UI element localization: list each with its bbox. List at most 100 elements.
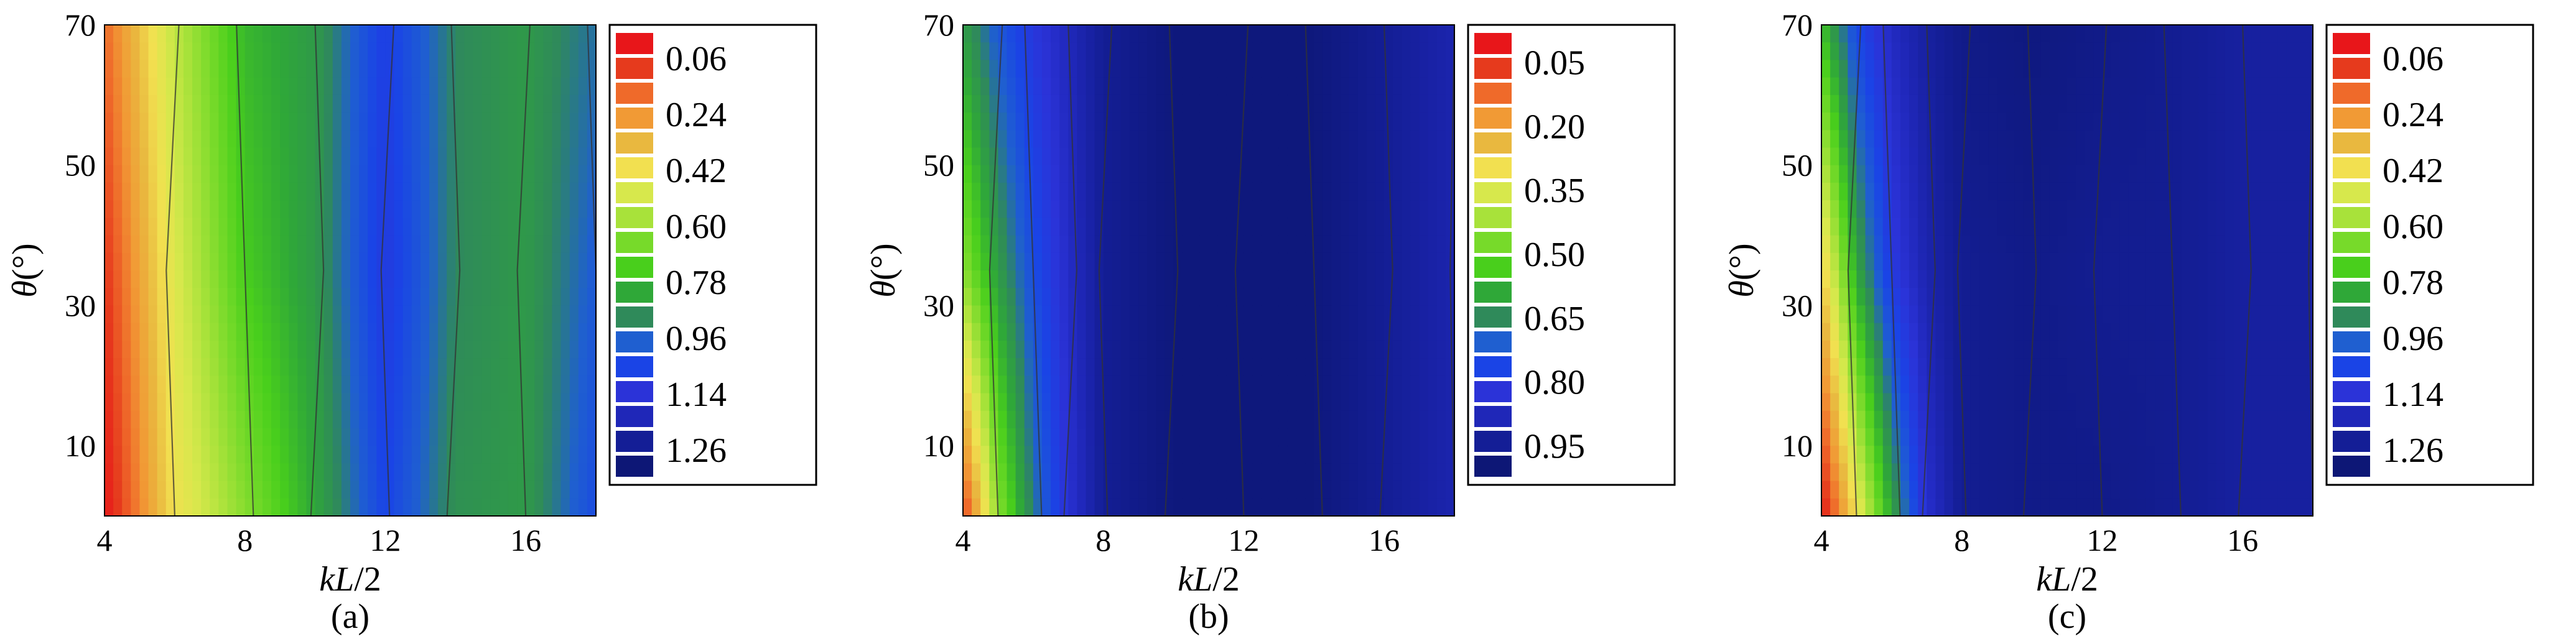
heatmap-cell — [1252, 270, 1262, 288]
heatmap-cell — [1217, 393, 1227, 412]
heatmap-cell — [359, 94, 368, 113]
heatmap-cell — [1874, 323, 1884, 341]
heatmap-cell — [1997, 393, 2006, 412]
heatmap-cell — [1961, 77, 1971, 96]
heatmap-cell — [1340, 113, 1350, 131]
heatmap-cell — [1314, 113, 1323, 131]
heatmap-cell — [1856, 77, 1866, 96]
heatmap-cell — [2155, 218, 2164, 236]
heatmap-cell — [1882, 323, 1892, 341]
heatmap-cell — [1314, 288, 1323, 306]
heatmap-cell — [1278, 147, 1288, 166]
heatmap-cell — [2243, 94, 2252, 113]
heatmap-cell — [534, 428, 544, 446]
heatmap-cell — [157, 113, 167, 131]
heatmap-cell — [148, 323, 158, 341]
heatmap-cell — [2067, 94, 2076, 113]
heatmap-cell — [2146, 25, 2155, 43]
heatmap-cell — [2067, 305, 2076, 324]
heatmap-cell — [368, 42, 377, 61]
heatmap-cell — [508, 498, 518, 517]
heatmap-cell — [1199, 235, 1209, 254]
heatmap-cell — [1296, 463, 1306, 482]
heatmap-cell — [1340, 288, 1350, 306]
heatmap-cell — [297, 393, 307, 412]
legend-label: 1.14 — [2383, 375, 2443, 414]
heatmap-cell — [1209, 60, 1218, 78]
heatmap-cell — [148, 446, 158, 464]
heatmap-cell — [473, 235, 483, 254]
heatmap-cell — [1961, 200, 1971, 218]
heatmap-cell — [2234, 358, 2243, 376]
heatmap-cell — [429, 252, 439, 271]
heatmap-cell — [1261, 200, 1271, 218]
heatmap-cell — [192, 60, 202, 78]
heatmap-cell — [2111, 340, 2121, 359]
heatmap-cell — [139, 393, 149, 412]
heatmap-cell — [1970, 218, 1980, 236]
heatmap-cell — [499, 218, 509, 236]
heatmap-cell — [2295, 252, 2305, 271]
heatmap-cell — [289, 165, 298, 183]
heatmap-cell — [2146, 288, 2155, 306]
heatmap-cell — [481, 446, 491, 464]
heatmap-cell — [332, 393, 342, 412]
heatmap-cell — [1436, 410, 1446, 429]
heatmap-cell — [271, 340, 281, 359]
heatmap-cell — [2277, 270, 2287, 288]
heatmap-cell — [1130, 130, 1139, 149]
heatmap-cell — [1191, 165, 1201, 183]
heatmap-cell — [1419, 218, 1429, 236]
heatmap-cell — [464, 252, 474, 271]
heatmap-cell — [2058, 446, 2068, 464]
heatmap-cell — [2164, 200, 2173, 218]
heatmap-cell — [306, 77, 316, 96]
heatmap-cell — [998, 113, 1008, 131]
heatmap-cell — [963, 410, 972, 429]
heatmap-cell — [1402, 113, 1411, 131]
heatmap-cell — [323, 340, 333, 359]
heatmap-cell — [1086, 428, 1095, 446]
heatmap-cell — [1331, 147, 1341, 166]
heatmap-cell — [1349, 25, 1359, 43]
heatmap-cell — [1830, 252, 1839, 271]
heatmap-cell — [1839, 428, 1848, 446]
heatmap-cell — [165, 165, 175, 183]
heatmap-cell — [1961, 375, 1971, 394]
heatmap-cell — [517, 270, 526, 288]
heatmap-cell — [578, 218, 588, 236]
heatmap-cell — [989, 218, 999, 236]
heatmap-cell — [1287, 77, 1297, 96]
heatmap-cell — [1384, 42, 1393, 61]
heatmap-cell — [1217, 498, 1227, 517]
heatmap-cell — [2190, 130, 2200, 149]
heatmap-cell — [2269, 463, 2279, 482]
heatmap-cell — [980, 165, 990, 183]
y-axis-label: θ(°) — [864, 243, 903, 297]
heatmap-cell — [1909, 323, 1918, 341]
heatmap-cell — [998, 77, 1008, 96]
heatmap-cell — [165, 410, 175, 429]
heatmap-cell — [323, 147, 333, 166]
heatmap-cell — [1856, 218, 1866, 236]
heatmap-cell — [980, 60, 990, 78]
heatmap-cell — [1252, 305, 1262, 324]
heatmap-cell — [122, 288, 131, 306]
heatmap-cell — [1165, 235, 1174, 254]
heatmap-cell — [1865, 252, 1875, 271]
heatmap-cell — [1138, 200, 1148, 218]
heatmap-cell — [1821, 410, 1831, 429]
heatmap-cell — [1918, 42, 1927, 61]
heatmap-cell — [980, 340, 990, 359]
heatmap-cell — [1278, 446, 1288, 464]
heatmap-cell — [1882, 305, 1892, 324]
heatmap-cell — [1138, 481, 1148, 499]
heatmap-cell — [2181, 340, 2191, 359]
heatmap-cell — [227, 165, 237, 183]
heatmap-cell — [113, 60, 123, 78]
heatmap-cell — [1130, 375, 1139, 394]
heatmap-cell — [455, 42, 465, 61]
heatmap-cell — [1375, 252, 1385, 271]
heatmap-cell — [1865, 305, 1875, 324]
heatmap-cell — [1874, 218, 1884, 236]
